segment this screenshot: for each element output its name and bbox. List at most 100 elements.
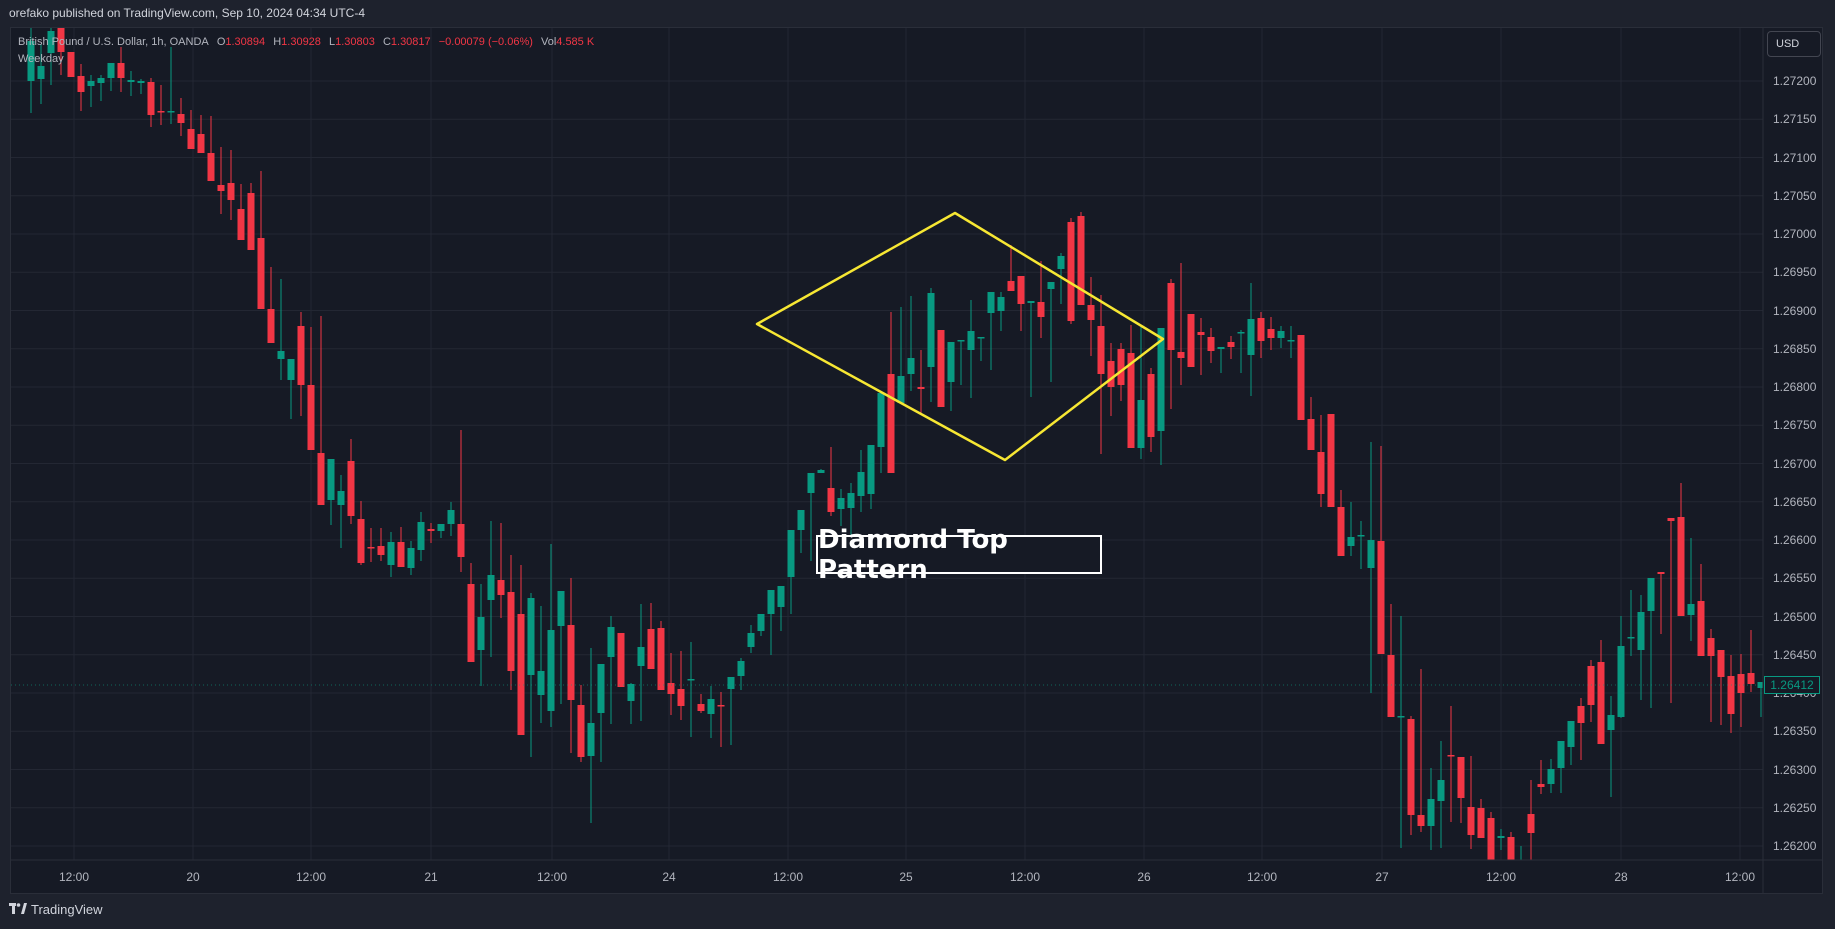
candle[interactable] [1577, 706, 1585, 723]
candle[interactable] [357, 519, 365, 563]
candle[interactable] [417, 522, 425, 550]
candle[interactable] [1277, 331, 1285, 338]
candle[interactable] [127, 80, 135, 82]
candle[interactable] [507, 592, 515, 671]
candle[interactable] [1567, 721, 1575, 747]
candle[interactable] [767, 590, 775, 614]
candle[interactable] [847, 493, 855, 508]
candle[interactable] [1457, 757, 1465, 798]
candle[interactable] [1127, 353, 1135, 448]
candle[interactable] [237, 209, 245, 240]
currency-button[interactable]: USD [1767, 31, 1821, 57]
candle[interactable] [1607, 715, 1615, 730]
candle[interactable] [437, 524, 445, 531]
candle[interactable] [1057, 256, 1065, 269]
candle[interactable] [1757, 682, 1765, 688]
candle[interactable] [287, 359, 295, 380]
candle[interactable] [617, 633, 625, 687]
candle[interactable] [877, 393, 885, 447]
candle[interactable] [87, 81, 95, 86]
candle[interactable] [1687, 604, 1695, 615]
candle[interactable] [597, 664, 605, 713]
candle[interactable] [1507, 837, 1515, 867]
candle[interactable] [1537, 784, 1545, 787]
candle[interactable] [567, 625, 575, 700]
candle[interactable] [1667, 518, 1675, 521]
candle[interactable] [1637, 612, 1645, 650]
candle[interactable] [607, 627, 615, 657]
candle[interactable] [1697, 601, 1705, 656]
candle[interactable] [757, 614, 765, 631]
candle[interactable] [1097, 326, 1105, 374]
candle[interactable] [577, 705, 585, 757]
candle[interactable] [1147, 374, 1155, 437]
candle[interactable] [1077, 216, 1085, 305]
candle[interactable] [1267, 329, 1275, 338]
candle[interactable] [917, 387, 925, 389]
candle[interactable] [327, 459, 335, 500]
candle[interactable] [817, 470, 825, 473]
candle[interactable] [747, 633, 755, 647]
candle[interactable] [1017, 276, 1025, 304]
diamond-top-pattern-label[interactable]: Diamond Top Pattern [816, 525, 1102, 585]
candle[interactable] [1427, 799, 1435, 826]
candle[interactable] [1047, 282, 1055, 289]
candle[interactable] [527, 598, 535, 675]
candle[interactable] [1137, 400, 1145, 448]
candle[interactable] [1727, 676, 1735, 714]
candle[interactable] [977, 337, 985, 339]
candle[interactable] [1717, 650, 1725, 677]
candle[interactable] [387, 542, 395, 565]
candle[interactable] [1377, 541, 1385, 654]
candle[interactable] [377, 546, 385, 555]
candle[interactable] [647, 629, 655, 669]
candle[interactable] [1737, 674, 1745, 693]
candle[interactable] [207, 153, 215, 181]
candle[interactable] [1067, 222, 1075, 321]
candle[interactable] [267, 309, 275, 343]
diamond-pattern-drawing[interactable] [755, 211, 1165, 462]
candle[interactable] [177, 114, 185, 123]
candle[interactable] [1297, 335, 1305, 420]
candle[interactable] [1317, 452, 1325, 494]
candle[interactable] [1487, 818, 1495, 861]
candle[interactable] [557, 591, 565, 626]
candle[interactable] [937, 330, 945, 407]
candle[interactable] [1087, 305, 1095, 320]
candle[interactable] [167, 111, 175, 113]
candle[interactable] [467, 584, 475, 662]
candle[interactable] [537, 671, 545, 695]
candle[interactable] [187, 129, 195, 149]
candle[interactable] [797, 510, 805, 530]
candle[interactable] [247, 193, 255, 250]
candle[interactable] [1387, 655, 1395, 717]
candle[interactable] [827, 488, 835, 512]
candle[interactable] [837, 498, 845, 509]
candle[interactable] [397, 542, 405, 567]
candle[interactable] [487, 575, 495, 600]
candle[interactable] [1447, 755, 1455, 757]
candle[interactable] [1617, 646, 1625, 717]
candle[interactable] [1117, 349, 1125, 385]
candle[interactable] [1397, 716, 1405, 718]
candle[interactable] [947, 342, 955, 382]
candle[interactable] [297, 326, 305, 385]
candle[interactable] [1497, 836, 1505, 838]
candle[interactable] [677, 689, 685, 706]
candle[interactable] [697, 704, 705, 711]
candle[interactable] [67, 52, 75, 77]
candle[interactable] [967, 331, 975, 350]
candle[interactable] [57, 27, 65, 52]
candle[interactable] [907, 358, 915, 374]
candle[interactable] [627, 684, 635, 701]
candle[interactable] [1407, 719, 1415, 815]
candle[interactable] [1367, 540, 1375, 568]
candle[interactable] [1547, 769, 1555, 784]
candle[interactable] [1257, 318, 1265, 341]
candle[interactable] [717, 705, 725, 707]
candle[interactable] [547, 630, 555, 711]
candle[interactable] [407, 548, 415, 568]
candle[interactable] [1437, 780, 1445, 801]
candle[interactable] [307, 385, 315, 450]
